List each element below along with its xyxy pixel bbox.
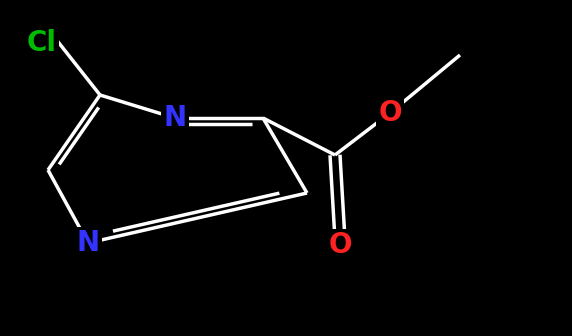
- Text: N: N: [77, 229, 100, 257]
- Text: O: O: [378, 99, 402, 127]
- Text: O: O: [328, 231, 352, 259]
- Text: N: N: [164, 104, 186, 132]
- Text: Cl: Cl: [27, 29, 57, 57]
